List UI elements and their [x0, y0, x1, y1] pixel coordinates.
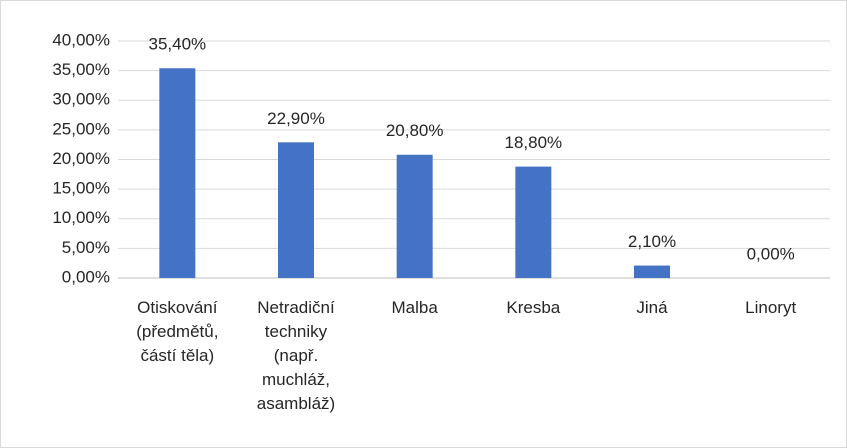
x-tick-label: Malba [391, 298, 438, 317]
bar [278, 142, 314, 278]
y-tick-label: 40,00% [52, 30, 110, 49]
x-tick-label: Linoryt [745, 298, 797, 317]
y-tick-label: 30,00% [52, 90, 110, 109]
x-tick-label: Netradiční techniky (např. muchláž, asam… [256, 298, 336, 413]
bar [515, 166, 552, 278]
x-tick-label: Kresba [506, 298, 561, 317]
y-tick-label: 25,00% [52, 119, 110, 138]
bar [396, 154, 433, 278]
y-tick-label: 15,00% [52, 179, 110, 198]
value-label: 18,80% [504, 133, 562, 152]
bar [634, 265, 670, 278]
y-tick-label: 20,00% [52, 149, 110, 168]
x-tick-label: Jiná [636, 298, 668, 317]
value-label: 22,90% [267, 109, 325, 128]
value-label: 0,00% [747, 244, 795, 263]
value-label: 35,40% [148, 35, 206, 54]
bar [159, 68, 196, 278]
x-tick-label: Otiskování (předmětů, částí těla) [136, 298, 219, 365]
value-label: 20,80% [386, 121, 444, 140]
y-tick-label: 35,00% [52, 60, 110, 79]
y-tick-label: 0,00% [62, 267, 110, 286]
value-label: 2,10% [628, 232, 676, 251]
y-tick-label: 10,00% [52, 208, 110, 227]
y-tick-label: 5,00% [62, 238, 110, 257]
